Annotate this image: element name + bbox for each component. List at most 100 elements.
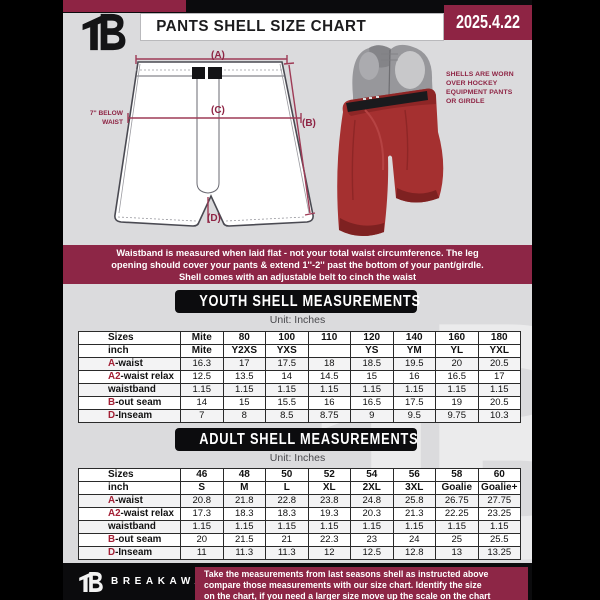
footer-bar: BREAKAWAY Take the measurements from las…: [63, 563, 532, 600]
table-cell: YXS: [265, 344, 308, 357]
table-cell: Mite: [180, 331, 223, 344]
table-cell: 46: [180, 468, 223, 481]
table-cell: 9.5: [392, 409, 435, 422]
table-cell: YL: [435, 344, 478, 357]
row-label: A2-waist relax: [78, 507, 180, 520]
table-cell: 16: [392, 370, 435, 383]
table-cell: 19: [435, 396, 478, 409]
table-row: D-Inseam 11 11.3 11.3 12 12.5 12.8 13 13.25: [78, 546, 520, 559]
youth-unit-label: Unit: Inches: [269, 314, 326, 326]
table-cell: 18: [307, 357, 350, 370]
table-cell: 26.75: [435, 494, 478, 507]
row-label: B-out seam: [78, 533, 180, 546]
table-cell: 19.5: [392, 357, 435, 370]
table-cell: L: [265, 481, 308, 494]
text-line: 7'' BELOW: [89, 110, 123, 117]
table-row: inch Mite Y2XS YXS YS YM YL YXL: [78, 344, 520, 357]
table-cell: 20.5: [477, 357, 520, 370]
table-cell: 1.15: [265, 520, 308, 533]
waist-note: 7'' BELOW WAIST: [67, 110, 123, 127]
table-cell: YM: [392, 344, 435, 357]
table-row: B-out seam 14 15 15.5 16 16.5 17.5 19 20.5: [78, 396, 520, 409]
table-cell: 18.3: [265, 507, 308, 520]
text-line: Shell comes with an adjustable belt to c…: [178, 272, 417, 283]
text-line: EQUIPMENT PANTS: [446, 89, 513, 96]
table-cell: 9.75: [435, 409, 478, 422]
table-cell: 23.8: [307, 494, 350, 507]
table-cell: 16.5: [350, 396, 393, 409]
table-cell: 20.5: [477, 396, 520, 409]
shorts-measurement-diagram: [112, 55, 317, 237]
footer-instruction-note: Take the measurements from last seasons …: [195, 567, 528, 600]
table-cell: YXL: [477, 344, 520, 357]
row-label-accent: D: [108, 547, 116, 558]
table-cell: Mite: [180, 344, 223, 357]
text-line: Waistband is measured when laid flat - n…: [116, 248, 479, 258]
table-cell: [307, 344, 350, 357]
text-line: on the chart, if you need a larger size …: [204, 590, 491, 600]
table-cell: 12.8: [392, 546, 435, 559]
table-cell: 14: [180, 396, 223, 409]
table-cell: 1.15: [222, 383, 265, 396]
table-cell: Goalie: [435, 481, 478, 494]
photo-caption: SHELLS ARE WORN OVER HOCKEY EQUIPMENT PANT…: [446, 70, 532, 106]
table-cell: 25.8: [392, 494, 435, 507]
text-line: SHELLS ARE WORN: [446, 71, 514, 78]
page-title-box: PANTS SHELL SIZE CHART: [140, 13, 444, 41]
table-row: A-waist stretched20.821.822.823.824.825.…: [78, 494, 520, 507]
table-cell: 140: [392, 331, 435, 344]
dim-label-b: (B): [302, 118, 316, 129]
youth-section-title-pill: YOUTH SHELL MEASUREMENTS: [175, 290, 420, 313]
text-line: OR GIRDLE: [446, 98, 485, 105]
table-cell: 1.15: [265, 383, 308, 396]
table-cell: 11.3: [222, 546, 265, 559]
row-label: B-out seam: [78, 396, 180, 409]
table-cell: 1.15: [180, 383, 223, 396]
table-cell: 11.3: [265, 546, 308, 559]
table-cell: 160: [435, 331, 478, 344]
table-cell: 16: [307, 396, 350, 409]
row-label: D-Inseam: [78, 409, 180, 422]
table-cell: XL: [307, 481, 350, 494]
table-cell: 13.5: [222, 370, 265, 383]
date-badge: 2025.4.22: [444, 5, 532, 40]
table-cell: 1.15: [307, 383, 350, 396]
row-label: inch: [78, 481, 180, 494]
table-cell: 15: [350, 370, 393, 383]
table-cell: 12.5: [350, 546, 393, 559]
shorts-line-drawing: [114, 55, 316, 227]
table-cell: 1.15: [350, 520, 393, 533]
table-cell: 1.15: [307, 520, 350, 533]
table-cell: 12: [307, 546, 350, 559]
table-cell: 11: [180, 546, 223, 559]
row-label: A-waist stretched: [78, 494, 180, 507]
table-cell: 10.3: [477, 409, 520, 422]
dim-label-d: (D): [207, 213, 221, 224]
table-cell: 21.5: [222, 533, 265, 546]
row-label-accent: A2: [108, 508, 121, 519]
youth-measurements-table: Sizes Mite 80 100 110 120 140 160 180 inch Mite Y2X…: [78, 331, 521, 423]
table-cell: 17.5: [392, 396, 435, 409]
row-label: inch: [78, 344, 180, 357]
text-line: compare those measurements with our size…: [204, 579, 482, 590]
table-cell: 58: [435, 468, 478, 481]
table-cell: 3XL: [392, 481, 435, 494]
row-label-accent: B: [108, 534, 116, 545]
table-cell: 17.5: [265, 357, 308, 370]
shell-product-photo: [335, 40, 455, 240]
table-cell: 8.75: [307, 409, 350, 422]
table-cell: 17: [477, 370, 520, 383]
table-row: A2-waist relax 17.3 18.3 18.3 19.3 20.3 21.3 22…: [78, 507, 520, 520]
table-cell: 25: [435, 533, 478, 546]
table-cell: 24.8: [350, 494, 393, 507]
adult-section-title: ADULT SHELL MEASUREMENTS: [199, 431, 419, 448]
table-cell: 20.3: [350, 507, 393, 520]
table-cell: 21.8: [222, 494, 265, 507]
table-cell: 22.25: [435, 507, 478, 520]
table-cell: 50: [265, 468, 308, 481]
row-label-accent: A: [108, 495, 116, 506]
table-row: waistband height1.151.151.151.151.151.15…: [78, 520, 520, 533]
table-row: D-Inseam 7 8 8.5 8.75 9 9.5 9.75 10.3: [78, 409, 520, 422]
table-cell: 21.3: [392, 507, 435, 520]
breakaway-b-logo-footer-icon: [79, 572, 103, 592]
